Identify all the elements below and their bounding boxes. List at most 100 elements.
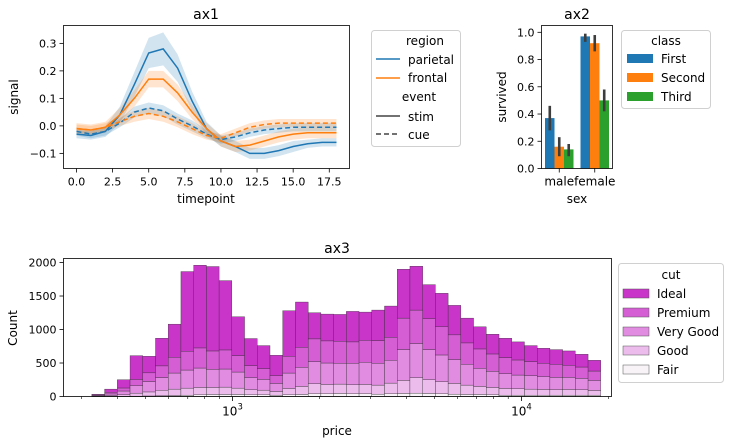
ax2-legend-title: class — [651, 34, 681, 48]
ax3-bar-very-good — [371, 363, 385, 386]
ax1-ytick-label: 0.1 — [39, 92, 57, 105]
ax3-bar-premium — [320, 340, 334, 364]
ax3-bar-fair — [333, 393, 347, 397]
ax3-bar-good — [218, 386, 233, 395]
ax3-bar-very-good — [473, 368, 487, 387]
ax3-frame — [63, 258, 612, 397]
ax3-bar-ideal — [257, 345, 271, 369]
ax3-bar-very-good — [180, 369, 194, 389]
ax3-bar-good — [409, 377, 423, 394]
ax3-bar-premium — [333, 341, 347, 364]
ax3-bar-fair — [320, 393, 334, 397]
ax3-bar-premium — [397, 317, 411, 350]
ax3-bar-good — [435, 381, 449, 394]
ax3-bar-very-good — [244, 377, 258, 390]
ax3-bar-ideal — [117, 379, 131, 389]
ax3-legend-verygood-swatch — [622, 326, 650, 337]
ax3-bar-ideal — [562, 350, 576, 366]
ax1-band-frontal-cue — [76, 108, 337, 143]
ax2-ytick-label: 0.4 — [517, 108, 535, 121]
ax3-bar-premium — [180, 351, 194, 371]
ax3-xtick-label: 103 — [222, 403, 243, 419]
ax3-bar-good — [498, 388, 512, 396]
ax2-panel: ax2 male female 0.0 0.2 0.4 0.6 0.8 1.0 sex su… — [495, 7, 711, 206]
ax1-band-parietal-stim — [76, 32, 337, 159]
ax3-bar-good — [295, 386, 309, 395]
ax1-legend-cue-label: cue — [408, 128, 430, 142]
ax3-bar-very-good — [486, 371, 500, 388]
ax3-bar-good — [180, 387, 194, 396]
ax3-bar-ideal — [358, 311, 372, 341]
ax3-bar-premium — [587, 370, 601, 381]
ax2-ytick-label: 0.6 — [517, 81, 535, 94]
ax3-bar-premium — [371, 340, 385, 364]
ax3-bar-ideal — [295, 301, 309, 348]
ax3-bar-ideal — [155, 338, 169, 367]
ax1-xtick-label: 17.5 — [317, 176, 342, 189]
ax3-bar-fair — [435, 393, 449, 397]
ax3-bar-very-good — [117, 390, 131, 395]
ax3-bar-ideal — [371, 309, 385, 341]
ax3-bar-ideal — [524, 345, 538, 362]
ax2-legend-third-swatch — [627, 92, 653, 101]
ax3-bar-ideal — [104, 388, 118, 393]
ax3-bar-premium — [460, 342, 474, 365]
ax3-bar-good — [244, 389, 258, 395]
ax1-legend-stim-label: stim — [408, 110, 434, 124]
ax3-bar-premium — [562, 365, 576, 378]
ax3-bar-fair — [346, 393, 360, 397]
ax3-bar-ideal — [206, 266, 220, 352]
ax3-bar-very-good — [257, 379, 271, 391]
ax3-ytick-label: 1000 — [29, 324, 57, 337]
ax1-xtick-label: 7.5 — [176, 176, 194, 189]
ax3-bar-very-good — [346, 363, 360, 385]
ax2-ytick-label: 1.0 — [517, 26, 535, 39]
ax1-x-ticks: 0.0 2.5 5.0 7.5 10.0 12.5 15.0 17.5 — [68, 168, 342, 189]
ax3-bar-ideal — [511, 341, 525, 361]
ax3-bar-premium — [193, 347, 207, 369]
ax3-bar-premium — [282, 356, 296, 374]
ax3-bar-premium — [486, 353, 500, 372]
ax1-legend-region-title: region — [406, 34, 444, 48]
ax3-bar-very-good — [524, 375, 538, 390]
ax2-ylabel: survived — [495, 71, 509, 122]
ax3-bar-premium — [473, 348, 487, 369]
ax3-bar-ideal — [129, 355, 143, 380]
ax1-xtick-label: 2.5 — [104, 176, 122, 189]
ax3-bar-ideal — [193, 265, 207, 349]
ax3-bar-premium — [346, 341, 360, 364]
ax3-bar-good — [142, 391, 156, 397]
ax3-bar-good — [511, 388, 525, 396]
ax3-ytick-label: 2000 — [29, 257, 57, 270]
ax3-bar-ideal — [91, 394, 105, 396]
ax3-bar-ideal — [486, 334, 500, 355]
ax3-bar-very-good — [409, 343, 423, 378]
ax3-bar-very-good — [155, 377, 169, 391]
ax3-bar-good — [168, 388, 182, 396]
ax2-ytick-label: 0.8 — [517, 54, 535, 67]
ax3-bar-ideal — [282, 310, 296, 357]
ax3-bar-premium — [549, 364, 563, 378]
ax3-bar-very-good — [193, 367, 207, 388]
ax3-bar-very-good — [282, 372, 296, 389]
ax3-bar-very-good — [168, 372, 182, 390]
ax1-legend: region parietal frontal event stim cue — [371, 30, 461, 147]
ax1-y-ticks: −0.1 0.0 0.1 0.2 0.3 — [30, 37, 64, 160]
ax3-bar-good — [549, 389, 563, 396]
ax3-bar-ideal — [142, 356, 156, 374]
ax3-bar-fair — [307, 393, 322, 397]
ax1-xtick-label: 10.0 — [209, 176, 234, 189]
ax3-bar-very-good — [307, 361, 322, 384]
ax2-title: ax2 — [564, 7, 590, 23]
ax1-line-frontal-stim — [76, 78, 337, 148]
ax3-xtick-label: 104 — [511, 403, 532, 419]
ax2-bars — [545, 36, 609, 169]
ax2-legend-first-label: First — [661, 52, 687, 66]
ax3-bar-good — [282, 388, 296, 395]
ax3-bar-premium — [575, 366, 589, 379]
ax3-bar-good — [537, 389, 551, 396]
ax1-band-parietal-cue — [76, 102, 337, 144]
ax3-legend-premium-label: Premium — [657, 306, 710, 320]
